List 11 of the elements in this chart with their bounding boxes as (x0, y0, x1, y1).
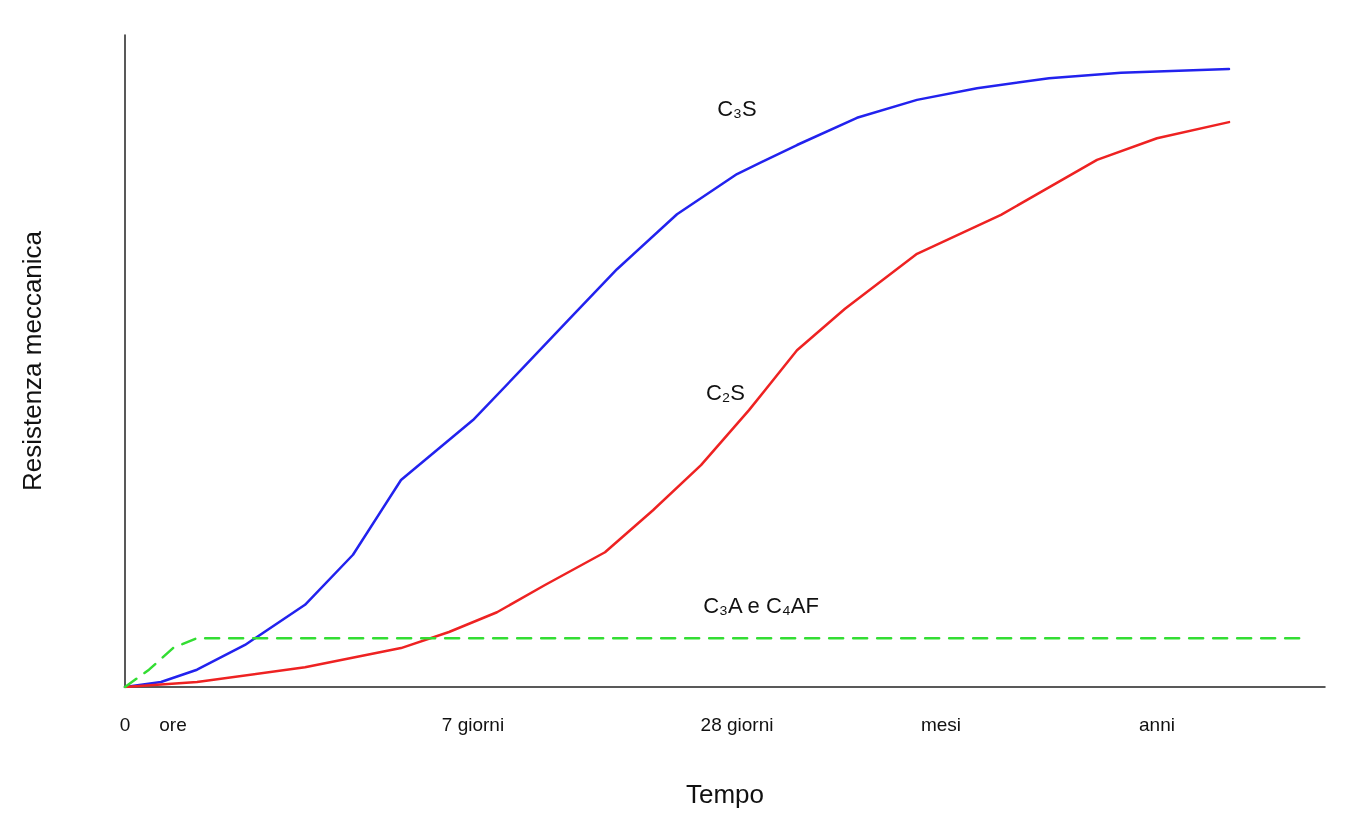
x-tick-label: 7 giorni (441, 714, 505, 735)
series-label: C₃A e C₄AF (703, 592, 819, 618)
series-label: C₂S (705, 379, 745, 405)
x-axis-title: Tempo (685, 779, 765, 809)
x-tick-label: mesi (920, 714, 962, 735)
series-label: C₃S (717, 95, 757, 121)
x-tick-label: 0 (119, 714, 131, 735)
x-tick-label: anni (1139, 714, 1175, 735)
x-tick-label: ore (159, 714, 187, 735)
x-tick-label: 28 giorni (700, 714, 774, 735)
y-axis-title: Resistenza meccanica (17, 230, 47, 492)
